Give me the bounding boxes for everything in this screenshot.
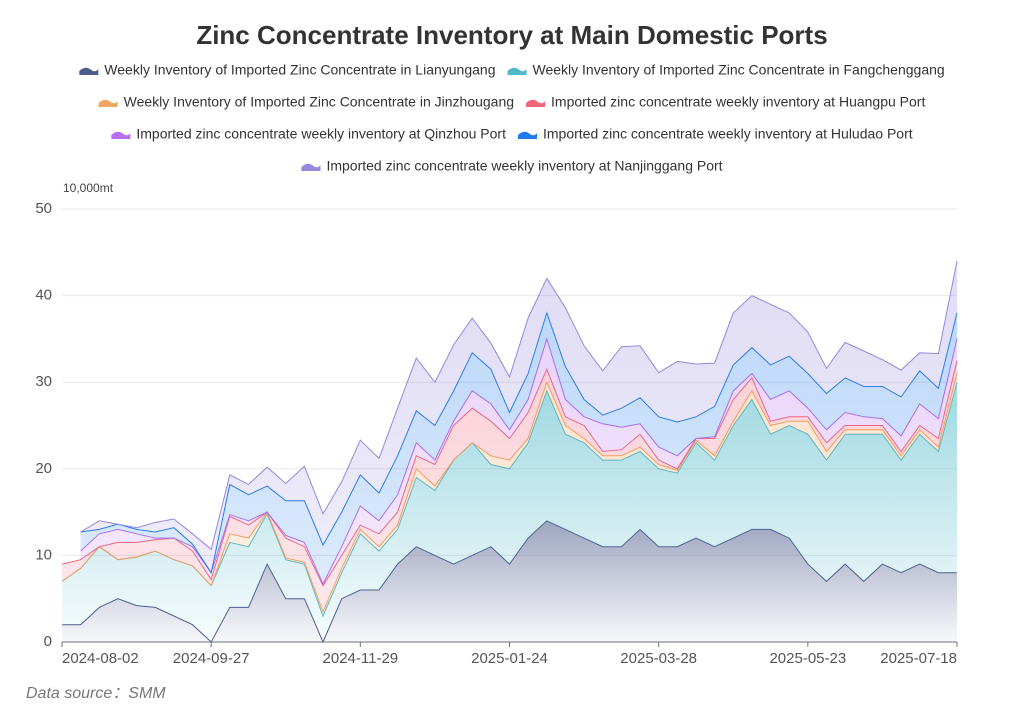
x-tick-label: 2025-01-24 xyxy=(471,650,548,667)
chart-title: Zinc Concentrate Inventory at Main Domes… xyxy=(196,20,827,50)
area-fill xyxy=(62,382,957,642)
legend-icon xyxy=(507,67,527,75)
y-tick-label: 40 xyxy=(35,287,52,304)
legend-label: Imported zinc concentrate weekly invento… xyxy=(136,126,506,142)
legend-item: Imported zinc concentrate weekly invento… xyxy=(526,94,925,110)
x-tick-label: 2025-05-23 xyxy=(769,650,846,667)
legend-item: Imported zinc concentrate weekly invento… xyxy=(518,126,913,142)
legend-item: Weekly Inventory of Imported Zinc Concen… xyxy=(79,62,495,78)
x-tick-label: 2024-11-29 xyxy=(323,650,399,667)
data-source: Data source：SMM xyxy=(26,685,166,702)
y-tick-label: 50 xyxy=(35,200,52,217)
y-tick-label: 30 xyxy=(35,373,52,390)
series-line xyxy=(80,260,958,551)
y-axis-unit: 10,000mt xyxy=(63,181,114,195)
legend-label: Weekly Inventory of Imported Zinc Concen… xyxy=(104,62,495,78)
legend-icon xyxy=(301,163,321,171)
legend-label: Imported zinc concentrate weekly invento… xyxy=(551,94,925,110)
legend-label: Imported zinc concentrate weekly invento… xyxy=(326,158,722,174)
legend-label: Weekly Inventory of Imported Zinc Concen… xyxy=(532,62,944,78)
area-fill xyxy=(62,360,957,612)
x-tick-label: 2024-08-02 xyxy=(62,650,139,667)
x-tick-label: 2024-09-27 xyxy=(173,650,250,667)
area-fill xyxy=(62,520,957,642)
legend-item: Imported zinc concentrate weekly invento… xyxy=(111,126,506,142)
legend-icon xyxy=(526,99,546,107)
legend-item: Weekly Inventory of Imported Zinc Concen… xyxy=(98,94,514,110)
legend-label: Imported zinc concentrate weekly invento… xyxy=(543,126,913,142)
y-tick-label: 20 xyxy=(35,460,52,477)
legend-label: Weekly Inventory of Imported Zinc Concen… xyxy=(124,94,514,110)
legend-icon xyxy=(518,131,537,139)
y-tick-label: 0 xyxy=(44,633,52,650)
legend-icon xyxy=(111,131,131,139)
legend-icon xyxy=(79,67,99,75)
area-fill xyxy=(80,312,958,584)
legend-item: Imported zinc concentrate weekly invento… xyxy=(301,158,723,174)
y-tick-label: 10 xyxy=(35,546,52,563)
x-tick-label: 2025-03-28 xyxy=(620,650,697,667)
x-tick-label: 2025-07-18 xyxy=(880,650,957,667)
legend-item: Weekly Inventory of Imported Zinc Concen… xyxy=(507,62,945,78)
area-fill xyxy=(80,261,958,573)
legend-icon xyxy=(98,99,118,107)
